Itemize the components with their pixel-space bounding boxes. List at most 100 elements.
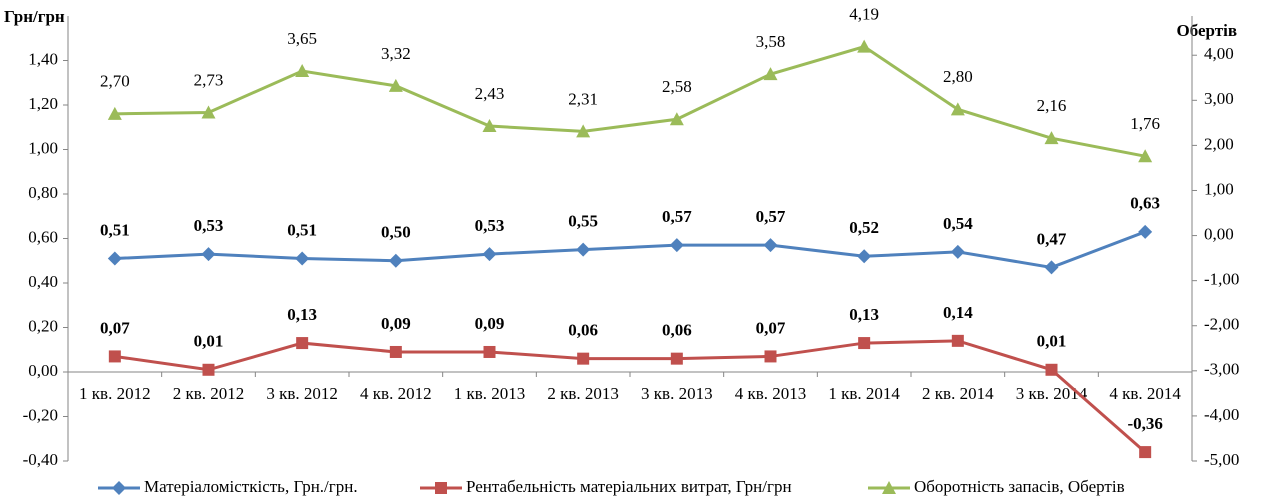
legend-label: Матеріаломісткість, Грн./грн. (144, 477, 358, 496)
y2-tick-label: 3,00 (1204, 89, 1234, 108)
data-label: 0,47 (1037, 229, 1067, 248)
marker (202, 363, 215, 376)
marker (482, 247, 497, 262)
marker (112, 481, 126, 495)
marker (388, 78, 403, 92)
x-tick-label: 4 кв. 2013 (735, 384, 807, 403)
data-label: 0,06 (568, 321, 598, 340)
data-label: 3,65 (287, 29, 317, 48)
data-label: 0,55 (568, 212, 598, 231)
marker (951, 334, 964, 347)
marker (108, 350, 121, 363)
y2-tick-label: 2,00 (1204, 134, 1234, 153)
x-tick-label: 3 кв. 2012 (266, 384, 338, 403)
series-line (114, 45, 1146, 158)
data-label: 0,07 (756, 318, 786, 337)
marker (763, 67, 778, 81)
marker (483, 345, 496, 358)
data-label: 0,09 (475, 314, 505, 333)
x-tick-label: 1 кв. 2012 (79, 384, 151, 403)
data-label: 0,54 (943, 214, 973, 233)
marker (670, 352, 683, 365)
data-label: 0,51 (100, 220, 130, 239)
data-label: 2,70 (100, 72, 130, 91)
y2-tick-label: 0,00 (1204, 224, 1234, 243)
marker (389, 345, 402, 358)
y-tick-label: 0,80 (28, 183, 58, 202)
marker (1138, 149, 1153, 163)
data-label: 0,50 (381, 223, 411, 242)
marker (763, 238, 778, 253)
data-label: 2,80 (943, 67, 973, 86)
marker (858, 337, 871, 350)
y-tick-label: -0,20 (23, 405, 58, 424)
y2-tick-label: -1,00 (1204, 270, 1239, 289)
data-label: 0,53 (194, 216, 224, 235)
marker (669, 112, 684, 126)
y-tick-label: 0,40 (28, 272, 58, 291)
data-label: 3,58 (756, 32, 786, 51)
marker (1045, 363, 1058, 376)
marker (950, 244, 965, 259)
y-tick-label: -0,40 (23, 450, 58, 469)
y-tick-label: 1,00 (28, 138, 58, 157)
marker (577, 352, 590, 365)
data-label: 3,32 (381, 44, 411, 63)
data-label: 0,53 (475, 216, 505, 235)
marker (576, 124, 591, 138)
marker (882, 481, 896, 494)
marker (1138, 224, 1153, 239)
data-label: 0,57 (662, 207, 692, 226)
data-label: 0,51 (287, 220, 317, 239)
data-label: 2,31 (568, 89, 598, 108)
marker (295, 251, 310, 266)
y-tick-label: 0,00 (28, 361, 58, 380)
marker (1139, 446, 1152, 459)
data-label: 2,43 (475, 84, 505, 103)
data-label: 0,52 (849, 218, 879, 237)
y-tick-label: 0,60 (28, 227, 58, 246)
marker (201, 105, 216, 119)
x-tick-label: 3 кв. 2014 (1016, 384, 1088, 403)
y-tick-label: 0,20 (28, 316, 58, 335)
y2-tick-label: -3,00 (1204, 360, 1239, 379)
marker (669, 238, 684, 253)
data-label: 0,13 (849, 305, 879, 324)
marker (950, 102, 965, 116)
data-label: 1,76 (1130, 114, 1160, 133)
marker (296, 337, 309, 350)
legend-label: Рентабельність матеріальних витрат, Грн/… (466, 477, 792, 496)
y-tick-label: 1,40 (28, 49, 58, 68)
marker (1044, 260, 1059, 275)
data-label: 0,63 (1130, 194, 1160, 213)
marker (295, 64, 310, 78)
marker (857, 249, 872, 264)
x-tick-label: 3 кв. 2013 (641, 384, 713, 403)
y-axis-title: Грн/грн (4, 7, 65, 26)
data-label: 4,19 (849, 5, 879, 24)
x-tick-label: 4 кв. 2014 (1109, 384, 1181, 403)
data-label: -0,36 (1127, 414, 1162, 433)
x-tick-label: 2 кв. 2013 (547, 384, 619, 403)
series-line (114, 339, 1147, 454)
data-label: 2,58 (662, 77, 692, 96)
marker (388, 253, 403, 268)
data-label: 0,01 (1037, 332, 1067, 351)
x-tick-label: 1 кв. 2013 (454, 384, 526, 403)
marker (1044, 131, 1059, 145)
x-tick-label: 4 кв. 2012 (360, 384, 432, 403)
data-label: 0,07 (100, 318, 130, 337)
data-label: 2,73 (194, 70, 224, 89)
marker (482, 119, 497, 133)
legend-label: Оборотність запасів, Обертів (914, 477, 1125, 496)
data-label: 0,13 (287, 305, 317, 324)
marker (576, 242, 591, 257)
x-tick-label: 2 кв. 2012 (173, 384, 245, 403)
y2-tick-label: -5,00 (1204, 450, 1239, 469)
y2-tick-label: 1,00 (1204, 179, 1234, 198)
marker (435, 482, 447, 494)
marker (107, 106, 122, 120)
data-label: 0,01 (194, 332, 224, 351)
data-label: 0,57 (756, 207, 786, 226)
